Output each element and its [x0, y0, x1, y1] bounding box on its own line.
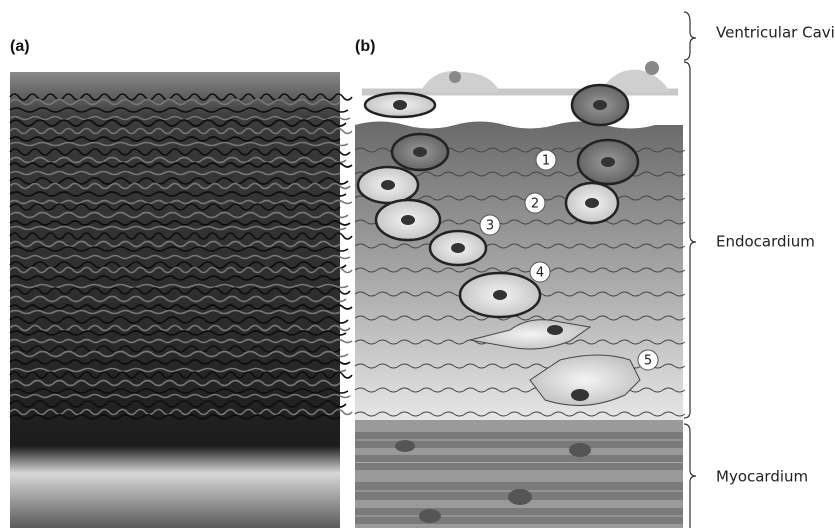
region-label: Endocardium — [716, 233, 815, 251]
nucleus — [449, 71, 461, 83]
bracket — [684, 62, 696, 418]
nucleus — [508, 489, 532, 505]
nucleus — [493, 290, 507, 300]
nucleus — [547, 325, 563, 335]
panel-label: (b) — [355, 38, 375, 55]
callout-number: 3 — [486, 219, 494, 234]
nucleus — [413, 147, 427, 157]
figure: (a) (b) 1 2 3 4 5 Ventricular Cavity Endocar… — [0, 0, 835, 528]
callout-number: 1 — [542, 154, 550, 169]
nucleus — [601, 157, 615, 167]
nucleus — [645, 61, 659, 75]
nucleus — [569, 443, 591, 457]
nucleus — [593, 100, 607, 110]
callout-number: 4 — [536, 266, 544, 281]
nucleus — [451, 243, 465, 253]
nucleus — [419, 509, 441, 523]
nucleus — [571, 389, 589, 401]
region-label: Ventricular Cavity — [716, 24, 835, 42]
callout-number: 2 — [531, 197, 539, 212]
nucleus — [401, 215, 415, 225]
bracket — [684, 424, 696, 528]
bracket — [684, 12, 696, 60]
callout-number: 5 — [644, 354, 652, 369]
region-label: Myocardium — [716, 468, 808, 486]
nucleus — [381, 180, 395, 190]
panel-label: (a) — [10, 38, 30, 55]
nucleus — [395, 440, 415, 452]
nucleus — [393, 100, 407, 110]
nucleus — [585, 198, 599, 208]
